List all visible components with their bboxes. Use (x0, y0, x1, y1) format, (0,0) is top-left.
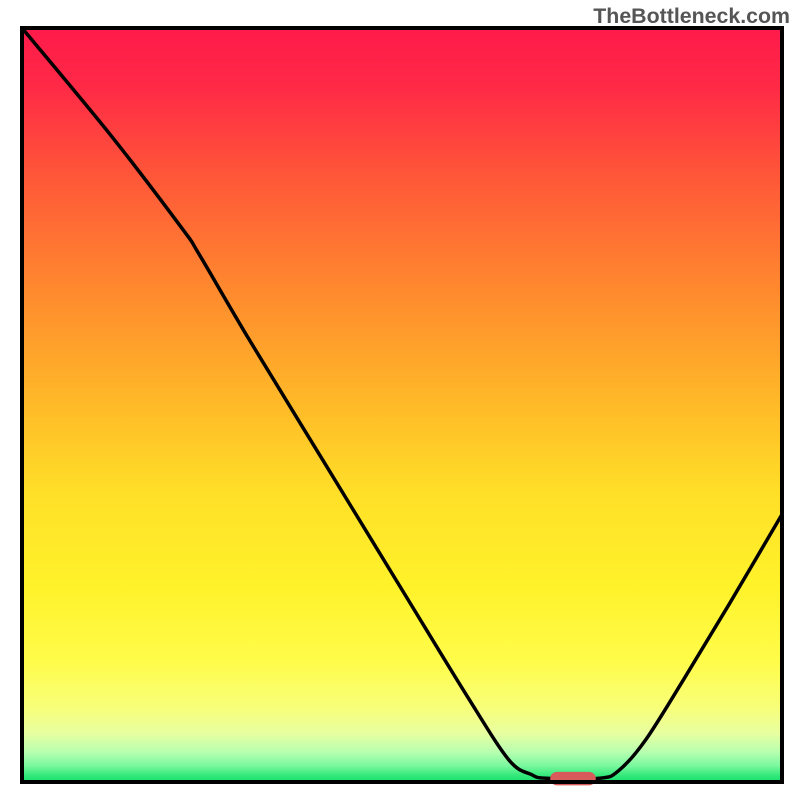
gradient-background (22, 28, 782, 782)
chart-container: TheBottleneck.com (0, 0, 800, 800)
chart-svg (0, 0, 800, 800)
